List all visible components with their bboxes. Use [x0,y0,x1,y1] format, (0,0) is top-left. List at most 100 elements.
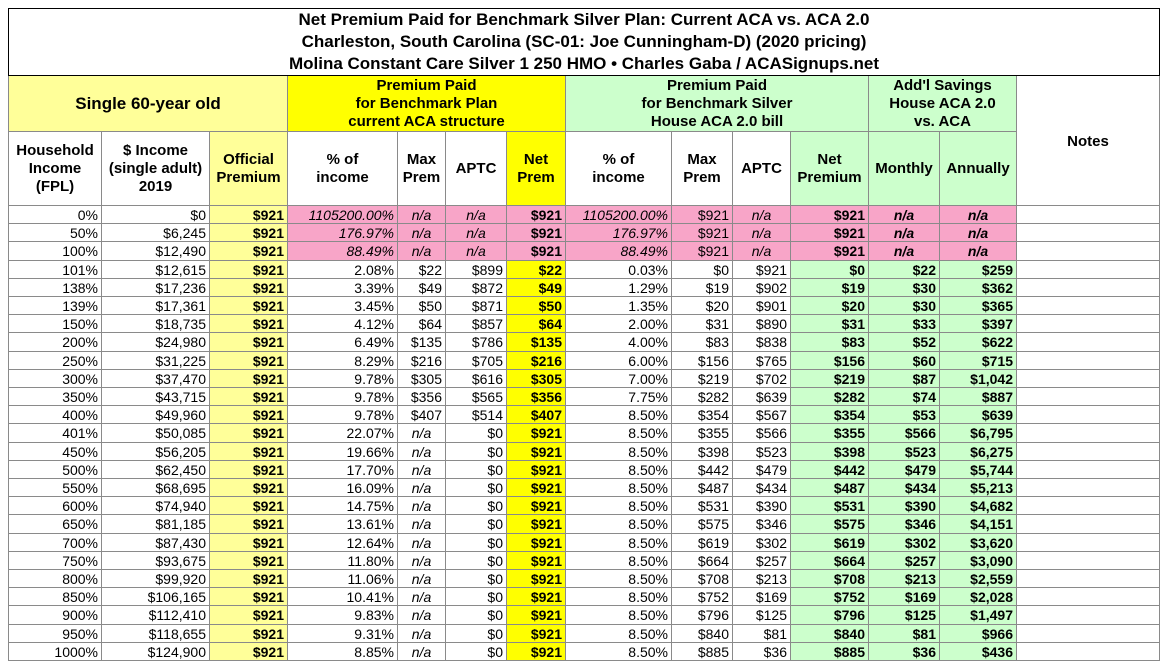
table-cell: $708 [791,570,869,588]
table-cell: $0 [446,479,507,497]
table-cell: $64 [398,315,446,333]
table-cell: $436 [940,643,1017,661]
table-cell: n/a [398,515,446,534]
table-cell: $49 [398,279,446,297]
table-cell: 8.50% [566,461,672,479]
table-cell: $50 [398,297,446,315]
table-cell: $36 [733,643,791,661]
table-cell: 3.45% [288,297,398,315]
table-cell: 8.50% [566,406,672,424]
table-cell: $921 [210,534,288,552]
table-cell: $899 [446,261,507,279]
table-cell: $921 [210,515,288,534]
table-cell: n/a [398,552,446,570]
table-cell: 0.03% [566,261,672,279]
table-cell: $442 [791,461,869,479]
table-cell: $305 [507,370,566,388]
table-cell: $921 [210,242,288,261]
table-cell: 0% [8,206,102,224]
table-cell: $219 [791,370,869,388]
table-cell: $921 [507,424,566,443]
table-cell: $390 [733,497,791,515]
notes-cell [1017,588,1160,606]
table-cell: $1,497 [940,606,1017,625]
table-cell: $921 [507,570,566,588]
table-cell: $74,940 [102,497,210,515]
table-cell: 250% [8,352,102,370]
table-cell: $4,682 [940,497,1017,515]
table-cell: $0 [446,625,507,643]
table-cell: $62,450 [102,461,210,479]
table-cell: 8.50% [566,515,672,534]
table-cell: $514 [446,406,507,424]
table-cell: 8.50% [566,479,672,497]
notes-cell [1017,606,1160,625]
table-cell: $87,430 [102,534,210,552]
table-cell: $921 [507,534,566,552]
table-cell: $921 [507,224,566,242]
table-cell: $921 [210,497,288,515]
table-cell: $622 [940,333,1017,352]
table-cell: 1105200.00% [288,206,398,224]
table-cell: $354 [791,406,869,424]
table-cell: $4,151 [940,515,1017,534]
table-cell: $2,028 [940,588,1017,606]
table-cell: $53 [869,406,940,424]
table-cell: $0 [446,588,507,606]
table-cell: $30 [869,297,940,315]
table-cell: 400% [8,406,102,424]
title-box [8,8,1160,76]
table-cell: $3,090 [940,552,1017,570]
table-cell: $786 [446,333,507,352]
table-cell: 176.97% [566,224,672,242]
table-cell: $22 [869,261,940,279]
table-cell: n/a [398,570,446,588]
table-cell: $365 [940,297,1017,315]
column-header: % of income [288,132,398,206]
table-cell: $52 [869,333,940,352]
table-cell: $921 [210,625,288,643]
table-cell: $356 [507,388,566,406]
table-cell: $257 [733,552,791,570]
table-cell: $921 [507,497,566,515]
table-cell: $487 [672,479,733,497]
table-cell: $17,236 [102,279,210,297]
table-cell: $355 [672,424,733,443]
table-cell: $531 [672,497,733,515]
table-cell: 1000% [8,643,102,661]
table-cell: $81 [869,625,940,643]
table-cell: $921 [210,388,288,406]
table-cell: $434 [869,479,940,497]
table-cell: $362 [940,279,1017,297]
table-cell: $169 [869,588,940,606]
table-cell: 700% [8,534,102,552]
table-cell: 750% [8,552,102,570]
table-cell: $81,185 [102,515,210,534]
table-cell: $966 [940,625,1017,643]
table-cell: 8.50% [566,625,672,643]
table-cell: $0 [446,606,507,625]
table-cell: 8.50% [566,497,672,515]
table-cell: $135 [507,333,566,352]
table-cell: $921 [507,643,566,661]
table-cell: 401% [8,424,102,443]
table-cell: $282 [672,388,733,406]
notes-cell [1017,443,1160,461]
table-cell: $479 [869,461,940,479]
table-cell: $302 [869,534,940,552]
table-cell: $840 [672,625,733,643]
table-cell: $216 [398,352,446,370]
table-cell: 8.50% [566,588,672,606]
table-cell: $83 [791,333,869,352]
table-cell: n/a [733,242,791,261]
table-cell: $5,213 [940,479,1017,497]
table-cell: 19.66% [288,443,398,461]
table-cell: $213 [733,570,791,588]
notes-cell [1017,352,1160,370]
table-cell: $0 [446,443,507,461]
table-cell: $619 [672,534,733,552]
table-cell: n/a [398,588,446,606]
table-cell: 350% [8,388,102,406]
table-cell: $434 [733,479,791,497]
